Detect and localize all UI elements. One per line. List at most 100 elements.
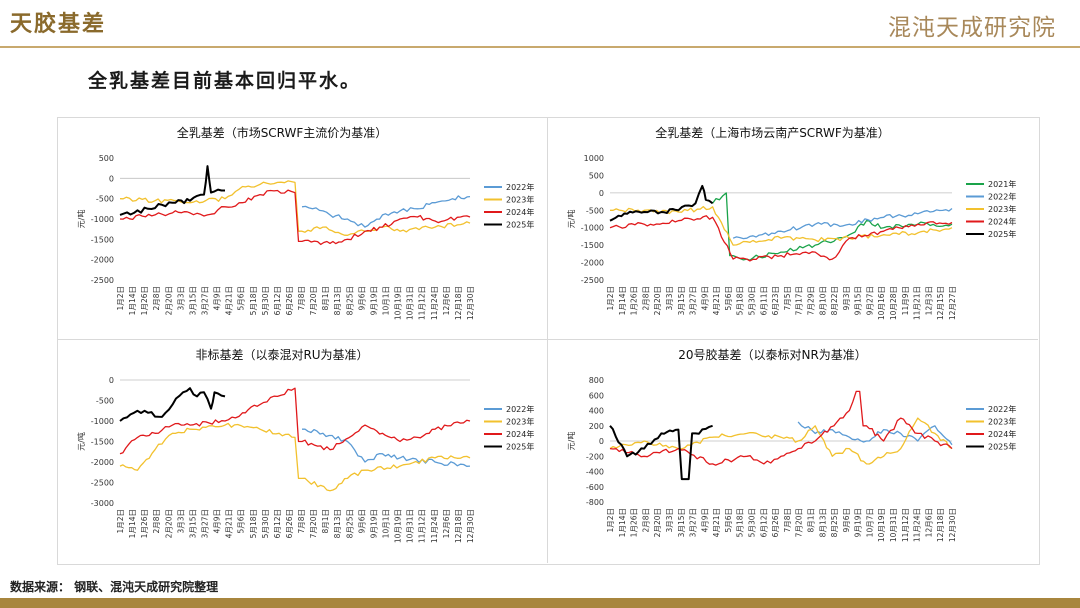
chart-nonstandard-basis: 非标基差（以泰混对RU为基准） 0 -500 -1000 -1500 -2000 -2500… (76, 348, 534, 543)
x-tick-label: 4月9日 (700, 286, 709, 311)
x-tick-label: 7月20日 (309, 509, 318, 538)
x-tick-label: 11月24日 (913, 508, 922, 542)
legend-label: 2024年 (988, 217, 1016, 227)
x-tick-label: 12月6日 (924, 508, 933, 537)
x-tick-label: 12月18日 (454, 509, 463, 543)
x-tick-label: 1月2日 (606, 508, 615, 533)
x-tick-label: 6月26日 (771, 508, 780, 537)
x-tick-label: 12月18日 (936, 508, 945, 542)
x-tick-label: 11月12日 (901, 508, 910, 542)
x-tick-label: 12月3日 (924, 286, 933, 315)
x-tick-label: 10月1日 (382, 509, 391, 538)
x-tick-label: 4月21日 (225, 509, 234, 538)
x-tick-label: 9月6日 (357, 286, 366, 311)
y-tick-label: -1500 (91, 438, 114, 447)
x-tick-label: 3月15日 (677, 286, 686, 315)
x-tick-label: 12月6日 (442, 509, 451, 538)
x-tick-label: 5月6日 (724, 508, 733, 533)
x-tick-label: 4月21日 (712, 508, 721, 537)
y-tick-label: -2000 (581, 259, 604, 268)
series-line-2024年 (119, 387, 471, 455)
chart-grid-divider-vertical (547, 117, 548, 563)
y-tick-label: 500 (99, 154, 114, 163)
y-tick-label: -2500 (581, 276, 604, 285)
legend-label: 2025年 (988, 442, 1016, 452)
x-tick-label: 4月21日 (712, 286, 721, 315)
x-tick-label: 7月20日 (309, 286, 318, 315)
x-tick-label: 2月20日 (653, 508, 662, 537)
x-tick-label: 1月14日 (618, 286, 627, 315)
slide-subtitle: 全乳基差目前基本回归平水。 (88, 70, 362, 92)
legend-label: 2025年 (988, 229, 1016, 239)
legend-label: 2021年 (988, 179, 1016, 189)
series-line-2024年 (119, 189, 471, 246)
series-line-2023年 (609, 417, 953, 465)
legend-label: 2024年 (506, 429, 534, 439)
y-axis-label: 元/吨 (76, 432, 86, 451)
x-tick-label: 8月1日 (321, 509, 330, 534)
chart-grid-frame (57, 117, 1040, 565)
x-tick-label: 10月31日 (406, 509, 415, 543)
x-tick-label: 8月25日 (345, 509, 354, 538)
x-tick-label: 1月2日 (116, 286, 125, 311)
legend-label: 2025年 (506, 442, 534, 452)
legend-label: 2024年 (988, 429, 1016, 439)
header-divider (0, 46, 1080, 48)
x-tick-label: 5月18日 (249, 509, 258, 538)
chart-full-latex-basis-shanghai: 全乳基差（上海市场云南产SCRWF为基准） 1000 500 0 -500 -1000 -1… (566, 125, 1016, 320)
y-tick-label: 500 (589, 171, 604, 180)
series-line-2024年 (609, 390, 953, 466)
y-tick-label: 1000 (584, 154, 604, 163)
y-tick-label: 0 (109, 174, 114, 183)
x-tick-label: 8月1日 (806, 508, 815, 533)
x-tick-label: 9月15日 (854, 286, 863, 315)
x-tick-label: 1月14日 (618, 508, 627, 537)
y-tick-label: -500 (96, 397, 114, 406)
y-axis-label: 元/吨 (566, 432, 576, 451)
y-tick-label: -400 (586, 468, 604, 477)
x-tick-label: 9月6日 (842, 508, 851, 533)
series-line-2023年 (119, 422, 471, 492)
x-tick-label: 5月30日 (748, 286, 757, 315)
x-tick-label: 9月6日 (357, 509, 366, 534)
x-tick-label: 1月2日 (606, 286, 615, 311)
x-tick-label: 2月20日 (164, 286, 173, 315)
y-tick-label: -800 (586, 498, 604, 507)
y-tick-label: -500 (96, 195, 114, 204)
legend-label: 2023年 (988, 417, 1016, 427)
x-tick-label: 8月10日 (818, 286, 827, 315)
data-source-note: 数据来源： 钢联、混沌天成研究院整理 (10, 580, 219, 594)
series-line-2024年 (609, 215, 953, 262)
x-tick-label: 2月8日 (152, 509, 161, 534)
x-tick-label: 6月26日 (285, 509, 294, 538)
x-tick-label: 3月27日 (689, 508, 698, 537)
x-tick-label: 6月12日 (273, 509, 282, 538)
x-tick-label: 7月8日 (783, 508, 792, 533)
x-tick-label: 10月31日 (889, 508, 898, 542)
y-tick-label: 200 (589, 422, 604, 431)
legend-label: 2022年 (506, 404, 534, 414)
x-tick-label: 3月3日 (176, 286, 185, 311)
series-line-2025年 (609, 424, 713, 481)
x-tick-label: 12月30日 (466, 286, 475, 320)
x-tick-label: 7月20日 (795, 508, 804, 537)
x-tick-label: 6月26日 (285, 286, 294, 315)
x-tick-label: 1月2日 (116, 509, 125, 534)
x-tick-label: 3月15日 (188, 286, 197, 315)
series-line-2023年 (119, 180, 471, 236)
series-line-2021年 (712, 192, 953, 261)
x-tick-label: 5月6日 (237, 509, 246, 534)
x-tick-label: 3月3日 (176, 509, 185, 534)
x-tick-label: 9月19日 (854, 508, 863, 537)
x-tick-label: 2月20日 (164, 509, 173, 538)
x-tick-label: 6月12日 (273, 286, 282, 315)
x-tick-label: 9月19日 (369, 286, 378, 315)
x-tick-label: 11月24日 (430, 509, 439, 543)
x-tick-label: 9月27日 (865, 286, 874, 315)
x-tick-label: 12月30日 (466, 509, 475, 543)
x-tick-label: 10月16日 (877, 286, 886, 320)
legend-label: 2025年 (506, 220, 534, 230)
series-line-2022年 (797, 421, 953, 446)
y-tick-label: 0 (109, 376, 114, 385)
x-tick-label: 5月18日 (249, 286, 258, 315)
